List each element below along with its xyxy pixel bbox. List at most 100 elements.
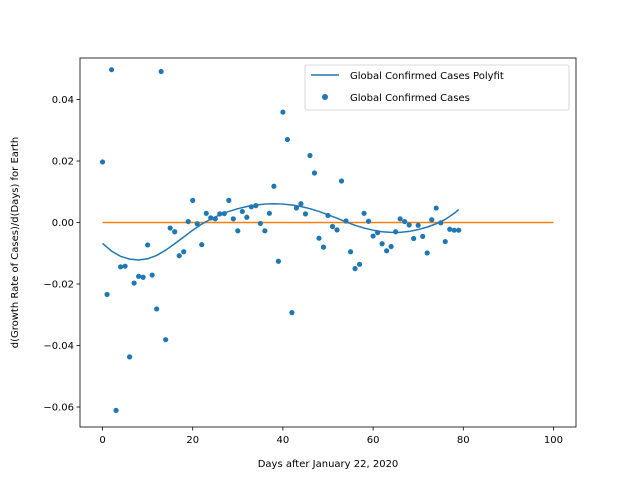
data-point (113, 407, 119, 413)
data-point (235, 228, 241, 234)
plot-area (79, 57, 577, 428)
data-point (429, 217, 435, 223)
data-point (338, 178, 345, 184)
data-point (99, 159, 106, 165)
data-point (325, 212, 331, 219)
data-point (266, 210, 272, 216)
x-tick-label: 40 (277, 435, 290, 446)
data-point (176, 253, 182, 259)
data-point (316, 235, 322, 241)
data-point (424, 250, 430, 256)
data-point (271, 183, 277, 189)
data-point (384, 248, 390, 254)
data-point (284, 136, 291, 143)
data-point (239, 208, 245, 215)
data-point (122, 263, 128, 269)
data-point (221, 210, 227, 217)
data-point (375, 230, 381, 236)
data-point (203, 210, 209, 216)
data-point (194, 221, 200, 227)
data-point (289, 310, 295, 316)
series-layer (99, 67, 554, 413)
legend-cases-swatch (322, 94, 328, 100)
data-point (293, 205, 300, 211)
data-point (329, 223, 336, 230)
data-point (433, 205, 439, 211)
legend-cases-label: Global Confirmed Cases (350, 93, 470, 104)
data-point (262, 228, 268, 234)
y-tick-label: 0.02 (52, 157, 74, 168)
x-axis: 0 20 40 60 80 100 (99, 427, 563, 446)
y-tick-label: −0.04 (43, 341, 74, 352)
y-tick-label: −0.02 (43, 280, 74, 291)
x-tick-label: 100 (544, 435, 563, 446)
x-axis-label: Days after January 22, 2020 (258, 459, 399, 470)
polyfit-line (102, 203, 460, 261)
data-point (334, 227, 340, 233)
y-tick-label: 0.00 (52, 218, 74, 229)
data-point (352, 266, 358, 272)
data-point (298, 201, 304, 207)
data-point (447, 226, 453, 232)
data-point (158, 68, 164, 75)
data-point (127, 354, 133, 360)
data-point (406, 222, 412, 228)
data-point (226, 197, 232, 203)
data-point (347, 249, 354, 255)
y-axis: −0.06 −0.04 −0.02 0.00 0.02 0.04 (43, 95, 80, 414)
data-point (217, 211, 223, 217)
y-tick-label: −0.06 (43, 403, 74, 414)
data-point (420, 233, 426, 239)
data-point (397, 216, 403, 222)
data-point (230, 216, 236, 222)
data-point (275, 258, 281, 264)
data-point (356, 261, 363, 267)
data-point (370, 233, 376, 239)
data-point (442, 238, 448, 245)
data-point (415, 222, 421, 228)
data-point (149, 272, 155, 278)
x-tick-label: 20 (186, 435, 199, 446)
legend-box (304, 64, 570, 111)
data-point (438, 220, 444, 226)
data-point (411, 235, 417, 242)
data-point (208, 215, 214, 221)
y-tick-label: 0.04 (52, 95, 74, 106)
data-point (365, 218, 372, 224)
data-point (190, 197, 196, 203)
data-point (108, 67, 115, 73)
data-point (172, 229, 178, 235)
data-point (145, 242, 151, 248)
data-point (117, 264, 124, 270)
x-tick-label: 0 (99, 435, 105, 446)
data-point (302, 211, 309, 217)
data-point (181, 249, 187, 255)
legend: Global Confirmed Cases Polyfit Global Co… (304, 64, 570, 111)
data-point (402, 218, 408, 225)
data-point (388, 243, 394, 250)
data-point (104, 291, 110, 298)
data-point (212, 216, 218, 222)
data-point (131, 280, 137, 286)
data-point (320, 244, 327, 250)
data-point (248, 204, 254, 210)
data-point (379, 241, 385, 247)
data-point (244, 214, 250, 220)
data-point (185, 218, 191, 225)
data-point (311, 170, 318, 176)
y-axis-label: d(Growth Rate of Cases)/d(Days) for Eart… (10, 137, 21, 349)
axes-frame (79, 57, 577, 428)
data-point (361, 210, 367, 216)
x-tick-label: 80 (457, 435, 470, 446)
data-point (343, 218, 349, 224)
data-point (456, 227, 462, 233)
data-point (253, 203, 259, 209)
data-point (136, 273, 142, 279)
data-point (307, 152, 313, 159)
x-tick-label: 60 (367, 435, 380, 446)
data-point (393, 229, 399, 235)
data-point (280, 109, 286, 115)
data-point (140, 274, 146, 280)
data-point (257, 220, 263, 227)
